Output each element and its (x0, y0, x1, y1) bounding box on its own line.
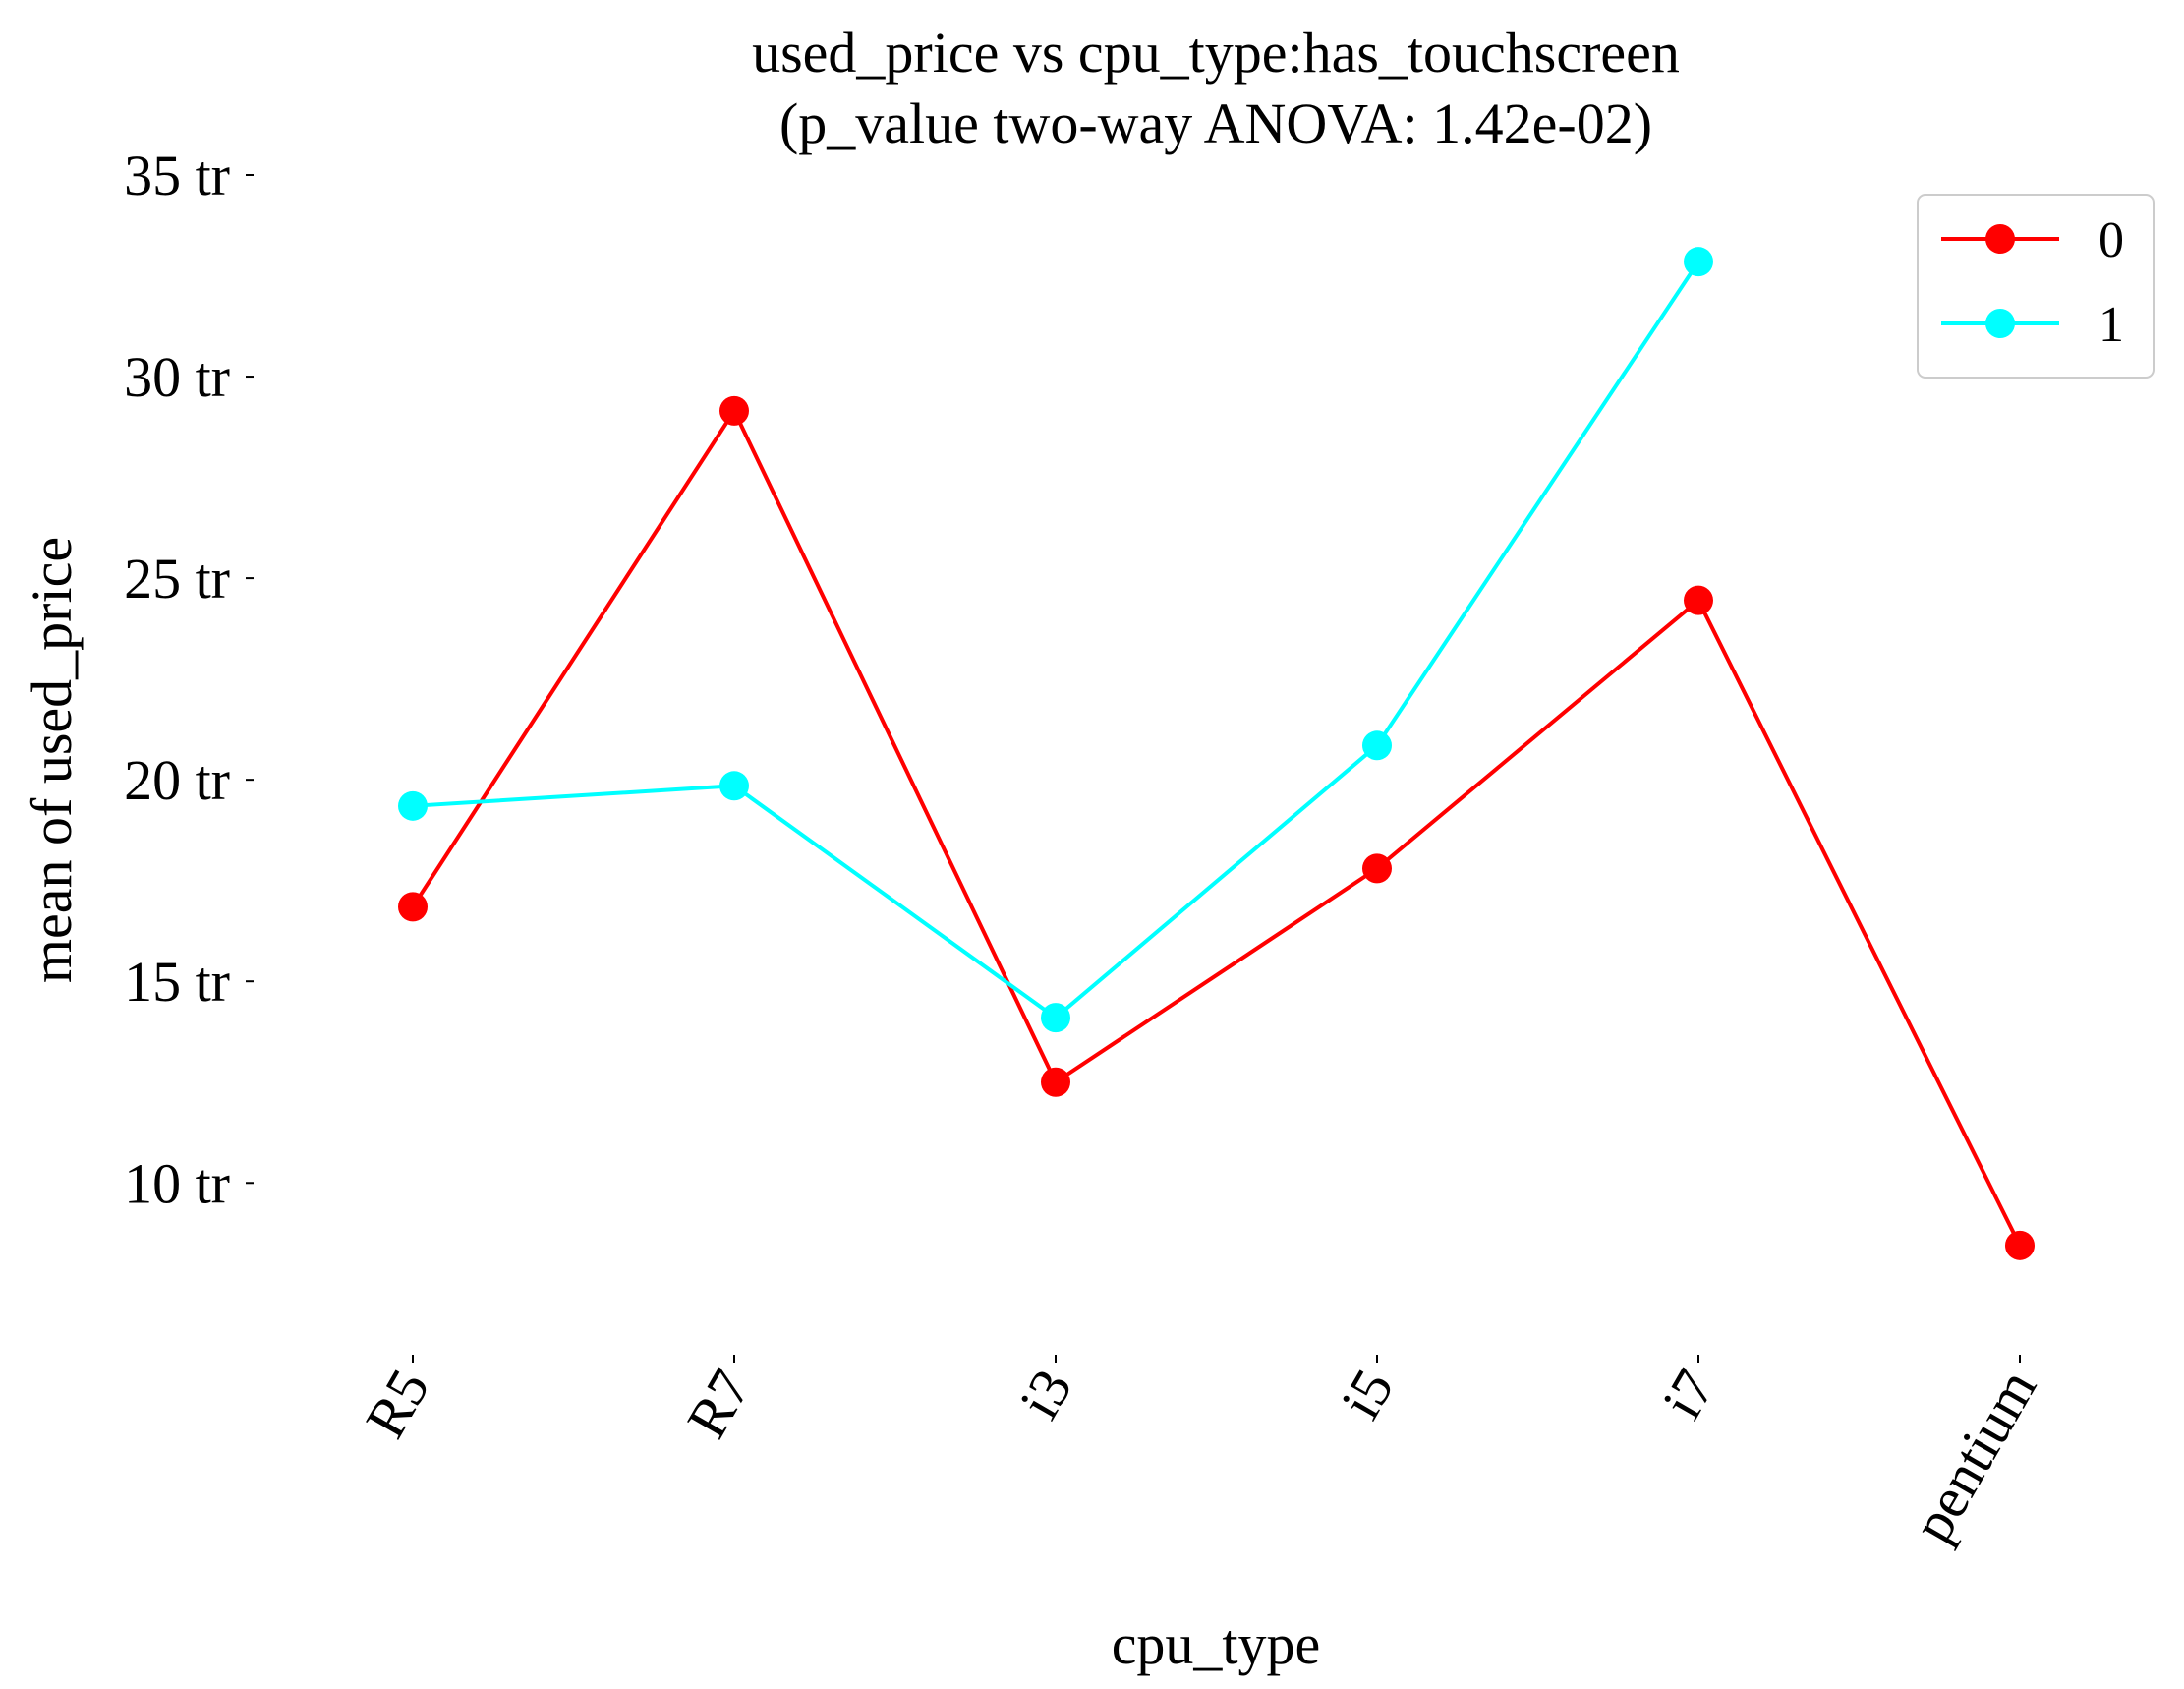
data-point (719, 395, 749, 426)
series-line (411, 408, 2022, 1247)
x-axis: R5 R7 i3 i5 i7 pentium (353, 1355, 2048, 1552)
y-tick-label: 15 tr (124, 950, 230, 1014)
y-tick-label: 10 tr (124, 1151, 230, 1215)
data-point (1362, 853, 1392, 884)
chart-title-group: used_price vs cpu_type:has_touchscreen (… (752, 21, 1680, 155)
x-tick-label: R7 (674, 1359, 763, 1448)
y-tick-label: 25 tr (124, 547, 230, 611)
x-tick-label: i5 (1328, 1359, 1406, 1429)
data-point (1041, 1067, 1070, 1097)
legend-label: 1 (2098, 297, 2124, 353)
series-1 (398, 247, 1713, 1033)
series-line (412, 261, 1700, 1020)
legend-label: 0 (2098, 212, 2124, 268)
series-layer (398, 247, 2035, 1260)
y-tick-label: 20 tr (124, 748, 230, 812)
data-point (1684, 247, 1713, 277)
y-tick-label: 35 tr (124, 144, 230, 207)
data-point (398, 790, 428, 821)
legend: 01 (1917, 194, 2155, 379)
chart-title: used_price vs cpu_type:has_touchscreen (752, 21, 1680, 85)
x-tick-label: i7 (1649, 1359, 1727, 1429)
data-point (1362, 730, 1392, 761)
y-tick-label: 30 tr (124, 345, 230, 409)
legend-marker (1985, 309, 2015, 338)
y-axis-label: mean of used_price (20, 537, 84, 983)
data-point (2005, 1230, 2035, 1260)
y-axis: 10 tr 15 tr 20 tr 25 tr 30 tr 35 tr (124, 144, 254, 1215)
data-point (1041, 1003, 1070, 1033)
data-point (1684, 585, 1713, 615)
data-point (719, 771, 749, 801)
data-point (398, 892, 428, 922)
x-tick-label: i3 (1006, 1359, 1084, 1429)
legend-marker (1985, 224, 2015, 254)
x-tick-label: pentium (1900, 1359, 2048, 1552)
series-0 (398, 395, 2035, 1260)
x-tick-label: R5 (353, 1359, 441, 1448)
x-axis-label: cpu_type (1112, 1612, 1321, 1676)
chart-subtitle: (p_value two-way ANOVA: 1.42e-02) (779, 91, 1652, 155)
